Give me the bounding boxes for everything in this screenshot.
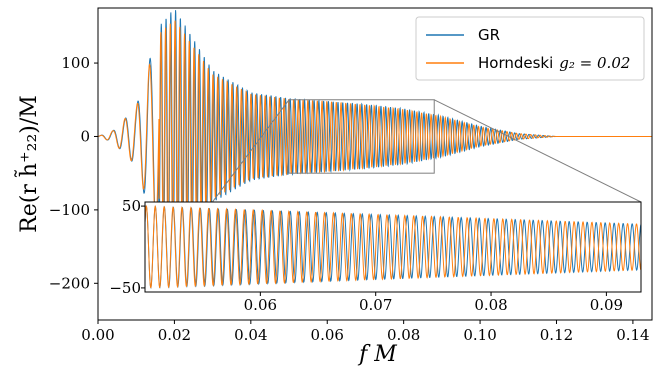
x-tick-label: 0.04 [234,326,267,344]
x-tick-label: 0.06 [311,326,344,344]
inset-series-horndeski-line [145,204,641,289]
zoom-connector-line [433,99,642,203]
inset-frame [144,201,642,293]
main-plot-area [98,10,652,264]
x-tick-label: 0.14 [616,326,649,344]
y-tick-label: −200 [49,274,90,292]
legend: GR Horndeski g₂ = 0.02 [415,16,645,81]
main-plot-frame [97,7,653,321]
y-tick-label: 0 [80,127,90,145]
y-tick-label: −100 [49,201,90,219]
inset-y-tick-label: 50 [122,197,141,215]
inset-x-tick-label: 0.06 [244,296,277,314]
y-tick-label: 100 [61,54,90,72]
legend-gr-label: GR [478,26,500,44]
inset-x-tick-label: 0.09 [590,296,623,314]
x-axis-label: f M [357,342,397,366]
inset-x-tick-label: 0.08 [474,296,507,314]
x-tick-label: 0.00 [81,326,114,344]
legend-horndeski-param: g₂ = 0.02 [559,54,630,72]
legend-horndeski-label: Horndeski g₂ = 0.02 [478,54,630,72]
legend-horndeski-name: Horndeski [478,54,553,72]
inset-plot-area [145,204,641,290]
x-tick-label: 0.10 [463,326,496,344]
x-tick-label: 0.02 [158,326,191,344]
zoom-indicator-box [288,99,435,174]
series-horndeski-line [98,20,652,253]
y-axis-label: Re(r h̃⁺₂₂)/M [15,95,42,233]
inset-x-tick-label: 0.07 [359,296,392,314]
x-tick-label: 0.12 [540,326,573,344]
legend-frame [415,16,645,81]
x-tick-label: 0.08 [387,326,420,344]
axis-ticks: 0.00 0.02 0.04 0.06 0.08 0.10 0.12 0.14 100 0 −100… [49,54,650,344]
inset-y-tick-label: −50 [109,279,141,297]
